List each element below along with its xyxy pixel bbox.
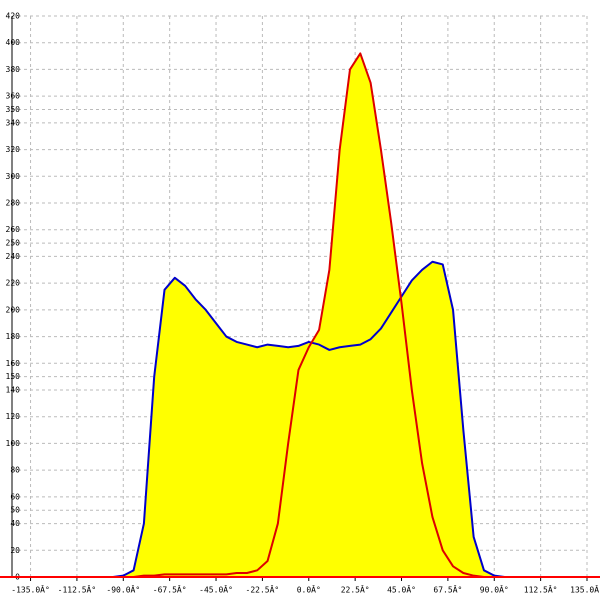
line bbox=[112, 52, 505, 578]
x-tick-label: 135.0Â° bbox=[570, 584, 600, 595]
y-tick-label: 320 bbox=[6, 145, 21, 154]
y-tick-label: 120 bbox=[6, 412, 21, 421]
x-tick-label: -135.0Â° bbox=[11, 584, 50, 595]
y-tick-label: 400 bbox=[6, 38, 21, 47]
area bbox=[112, 53, 505, 577]
y-tick-label: 360 bbox=[6, 92, 21, 101]
y-tick-label: 20 bbox=[10, 546, 20, 555]
x-tick-label: 112.5Â° bbox=[524, 584, 558, 595]
y-tick-label: 250 bbox=[6, 239, 21, 248]
y-tick-label: 240 bbox=[6, 252, 21, 261]
y-tick-label: 340 bbox=[6, 118, 21, 127]
y-tick-label: 420 bbox=[6, 12, 21, 21]
x-tick-label: 67.5Â° bbox=[433, 584, 462, 595]
y-tick-label: 380 bbox=[6, 65, 21, 74]
y-tick-label: 220 bbox=[6, 279, 21, 288]
y-tick-label: 300 bbox=[6, 172, 21, 181]
x-tick-label: 45.0Â° bbox=[387, 584, 416, 595]
y-tick-label: 100 bbox=[6, 439, 21, 448]
y-tick-label: 40 bbox=[10, 519, 20, 528]
y-tick-label: 140 bbox=[6, 386, 21, 395]
y-tick-label: 80 bbox=[10, 466, 20, 475]
x-tick-label: 22.5Â° bbox=[341, 584, 370, 595]
x-tick-label: 90.0Â° bbox=[480, 584, 509, 595]
y-tick-label: 160 bbox=[6, 359, 21, 368]
x-tick-label: -22.5Â° bbox=[246, 584, 280, 595]
y-tick-label: 60 bbox=[10, 492, 20, 501]
y-tick-label: 150 bbox=[6, 372, 21, 381]
y-tick-label: 350 bbox=[6, 105, 21, 114]
y-tick-label: 50 bbox=[10, 506, 20, 515]
x-tick-label: -45.0Â° bbox=[199, 584, 233, 595]
x-tick-label: -90.0Â° bbox=[106, 584, 140, 595]
y-tick-label: 180 bbox=[6, 332, 21, 341]
x-tick-label: -112.5Â° bbox=[58, 584, 97, 595]
x-tick-label: 0.0Â° bbox=[297, 584, 321, 595]
line bbox=[112, 260, 505, 578]
y-tick-label: 280 bbox=[6, 199, 21, 208]
y-tick-label: 200 bbox=[6, 305, 21, 314]
y-tick-label: 260 bbox=[6, 225, 21, 234]
x-tick-label: -67.5Â° bbox=[153, 584, 187, 595]
